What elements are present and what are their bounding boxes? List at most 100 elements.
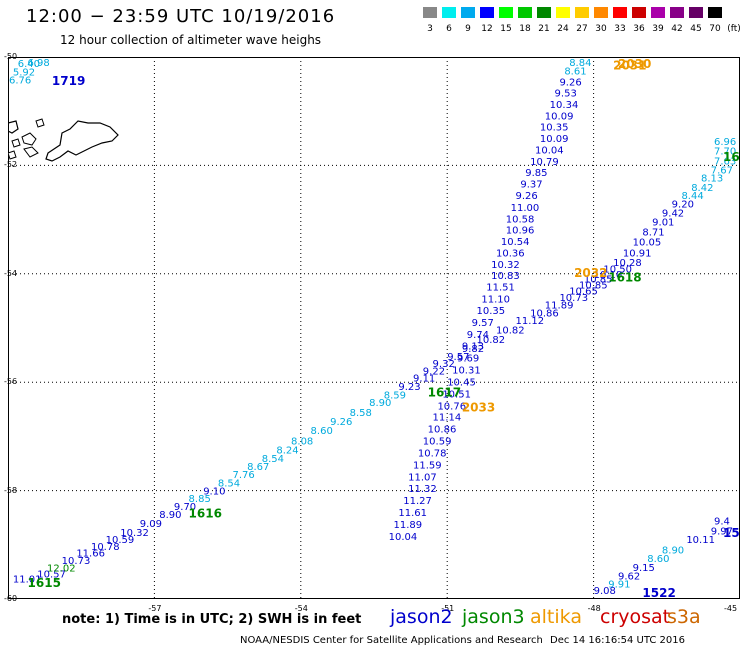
color-scale-label: 70 (709, 24, 721, 34)
wave-height-value: 6.40 (18, 59, 40, 70)
wave-height-value: 10.11 (686, 535, 715, 546)
wave-height-map: 11.01 10.57 12.02 10.73 11.66 10.78 10.59 10.32… (7, 57, 740, 603)
color-scale-label: 18 (519, 24, 531, 34)
color-scale-label: 33 (614, 24, 626, 34)
wave-height-value: 9.26 (330, 417, 352, 428)
falkland-islands-coastline (7, 118, 119, 162)
wave-height-value: 10.32 (120, 528, 149, 539)
color-swatch (555, 6, 571, 19)
color-swatch (669, 6, 685, 19)
wave-height-value: 10.54 (501, 237, 530, 248)
color-swatch (536, 6, 552, 19)
latitude-label: -58 (4, 485, 18, 495)
wave-height-value: 9.74 (467, 330, 489, 341)
wave-height-value: 8.90 (369, 398, 391, 409)
wave-height-value: 6.96 (714, 137, 736, 148)
wave-height-value: 10.31 (452, 366, 481, 377)
wave-height-value: 9.57 (472, 318, 494, 329)
wave-height-value: 10.45 (447, 377, 476, 388)
color-swatch (631, 6, 647, 19)
wave-height-value: 9.57 (447, 352, 469, 363)
wave-height-value: 12.02 (47, 563, 76, 574)
color-scale-label: 39 (652, 24, 664, 34)
wave-height-value: 9.37 (520, 180, 542, 191)
wave-height-value: 11.59 (413, 460, 442, 471)
latitude-label: -56 (4, 377, 18, 387)
wave-height-value: 9.01 (652, 218, 674, 229)
wave-height-value: 10.04 (535, 145, 564, 156)
track-1719: 6.986.405.926.76 (9, 58, 50, 87)
color-scale-label: 30 (595, 24, 607, 34)
longitude-label: -48 (587, 604, 601, 613)
wave-height-value: 9.32 (433, 359, 455, 370)
wave-height-value: 10.09 (545, 111, 574, 122)
color-swatch (422, 6, 438, 19)
satellite-legend-jason2: jason2 (390, 606, 453, 628)
wave-height-value: 8.24 (276, 446, 298, 457)
wave-height-value: 11.01 (13, 575, 42, 586)
wave-height-value: 9.82 (462, 344, 484, 355)
latitude-label: -54 (4, 268, 18, 278)
wave-height-value: 9.22 (423, 367, 445, 378)
wave-height-value: 9.42 (662, 208, 684, 219)
wave-height-value: 8.59 (384, 390, 406, 401)
wave-height-value: 10.10 (594, 270, 623, 281)
color-scale-label: 3 (427, 24, 433, 34)
color-swatch (479, 6, 495, 19)
wave-height-value: 11.66 (76, 549, 105, 560)
wave-height-value: 10.85 (579, 280, 608, 291)
wave-height-value: 8.90 (159, 510, 181, 521)
wave-height-value: 10.34 (550, 100, 579, 111)
wave-height-value: 9.53 (555, 89, 577, 100)
wave-height-value: 8.08 (291, 437, 313, 448)
latitude-label: -52 (4, 160, 18, 170)
wave-height-value: 9.26 (516, 191, 538, 202)
wave-height-value: 8.84 (569, 58, 591, 69)
wave-height-value: 7.67 (711, 166, 733, 177)
wave-height-value: 8.85 (189, 494, 211, 505)
wave-height-value: 11.00 (511, 203, 540, 214)
wave-height-value: 10.73 (62, 556, 91, 567)
pass-time-label: 2031 (613, 58, 646, 72)
wave-height-value: 10.50 (603, 265, 632, 276)
pass-time-label: 2030 (618, 57, 651, 71)
color-scale-label: 36 (633, 24, 645, 34)
color-swatch (441, 6, 457, 19)
color-scale-label: 27 (576, 24, 588, 34)
color-scale-label: 42 (671, 24, 683, 34)
wave-height-value: 10.78 (418, 448, 447, 459)
wave-height-value: 10.76 (437, 401, 466, 412)
color-swatch (707, 6, 723, 19)
wave-height-readings: 11.0110.5712.0210.7311.6610.7810.5910.32… (9, 58, 736, 597)
wave-height-value: 10.09 (540, 134, 569, 145)
color-scale-label: 6 (446, 24, 452, 34)
latitude-label: -60 (4, 594, 18, 603)
wave-height-value: 8.44 (681, 191, 703, 202)
pass-time-label: 2032 (574, 266, 607, 280)
color-swatch (593, 6, 609, 19)
satellite-legend-cryosat: cryosat (600, 606, 671, 628)
wave-height-value: 10.05 (633, 238, 662, 249)
wave-height-value: 10.73 (559, 293, 588, 304)
notes: note: 1) Time is in UTC; 2) SWH is in fe… (62, 612, 361, 627)
color-swatch (460, 6, 476, 19)
wave-height-value: 10.86 (530, 309, 559, 320)
wave-height-value: 8.54 (218, 478, 240, 489)
wave-height-value: 9.09 (140, 519, 162, 530)
color-swatch (574, 6, 590, 19)
track-2033: 8.848.619.269.5310.3410.0910.3510.0910.0… (389, 58, 592, 543)
generated-timestamp: Dec 14 16:16:54 UTC 2016 (550, 635, 685, 646)
color-swatch (688, 6, 704, 19)
wave-height-value: 10.83 (491, 271, 520, 282)
pass-time-label: 1616 (189, 507, 222, 521)
satellite-legend-s3a: s3a (667, 606, 701, 628)
color-scale-unit: (ft) (727, 24, 740, 34)
pass-time-label: 1522 (642, 586, 675, 599)
wave-height-value: 9.4 (714, 517, 730, 528)
longitude-label: -57 (148, 604, 162, 613)
wave-height-value: 11.12 (516, 316, 545, 327)
wave-height-value: 7.70 (714, 147, 736, 158)
wave-height-value: 10.86 (428, 425, 457, 436)
